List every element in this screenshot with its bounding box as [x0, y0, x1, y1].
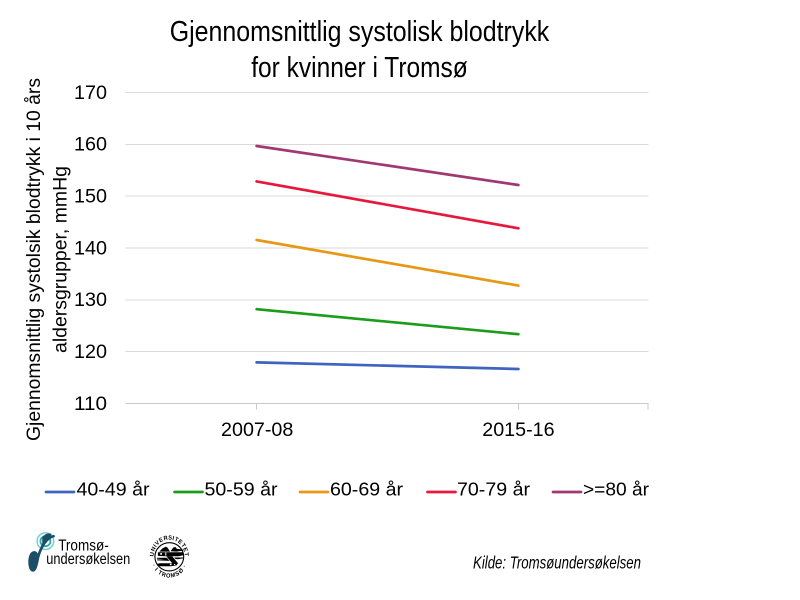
svg-text:for kvinner i Tromsø: for kvinner i Tromsø: [251, 52, 468, 84]
svg-text:40-49 år: 40-49 år: [77, 480, 150, 500]
svg-text:160: 160: [74, 134, 107, 156]
svg-text:2007-08: 2007-08: [221, 419, 293, 441]
svg-text:aldersgrupper, mmHg: aldersgrupper, mmHg: [51, 166, 72, 353]
svg-text:undersøkelsen: undersøkelsen: [46, 551, 130, 568]
svg-text:120: 120: [74, 341, 107, 363]
svg-text:Tromsø-: Tromsø-: [58, 538, 108, 555]
svg-text:Kilde: Tromsøundersøkelsen: Kilde: Tromsøundersøkelsen: [473, 553, 641, 573]
svg-text:Gjennomsnittlig systolisk blod: Gjennomsnittlig systolisk blodtrykk: [170, 16, 550, 48]
svg-text:2015-16: 2015-16: [482, 419, 554, 441]
svg-text:150: 150: [74, 186, 107, 208]
svg-text:70-79 år: 70-79 år: [457, 480, 530, 500]
svg-text:>=80 år: >=80 år: [583, 480, 649, 500]
svg-text:110: 110: [74, 393, 107, 415]
svg-text:60-69 år: 60-69 år: [330, 480, 403, 500]
svg-text:50-59 år: 50-59 år: [205, 480, 278, 500]
svg-text:170: 170: [74, 82, 107, 104]
svg-text:Gjennomsnittlig systolsik blod: Gjennomsnittlig systolsik blodtrykk i 10…: [24, 78, 45, 441]
svg-text:140: 140: [74, 237, 107, 259]
svg-text:130: 130: [74, 289, 107, 311]
